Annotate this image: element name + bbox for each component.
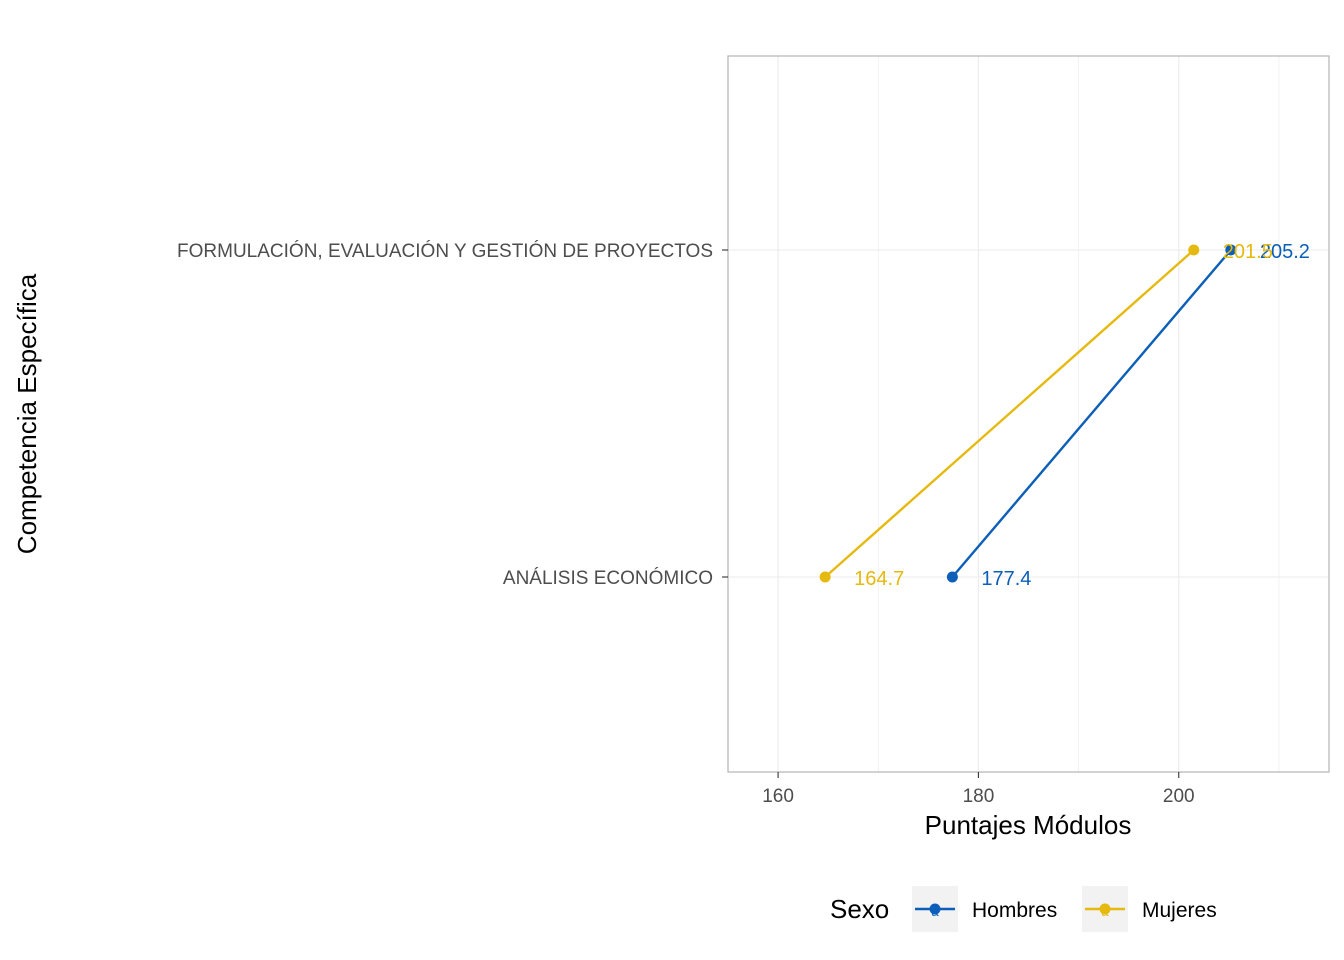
data-label-hombres-1: 205.2 — [1260, 241, 1310, 263]
legend-key-glyph-mujeres: a — [1101, 904, 1109, 919]
data-label-hombres-0: 177.4 — [981, 568, 1031, 590]
legend-key-point-mujeres — [1099, 903, 1111, 915]
x-tick-label-160: 160 — [762, 786, 794, 807]
y-tick-label-1: FORMULACIÓN, EVALUACIÓN Y GESTIÓN DE PRO… — [177, 240, 713, 262]
series-line-hombres — [951, 249, 1232, 578]
data-labels-layer: 177.4 205.2 164.7 201.5 — [854, 241, 1310, 590]
legend: Sexo a Hombres a Mujeres — [830, 886, 1217, 932]
data-label-mujeres-0: 164.7 — [854, 568, 904, 590]
point-mujeres-0 — [819, 571, 831, 583]
plot-panel — [728, 56, 1329, 772]
series-layer — [819, 244, 1237, 583]
point-mujeres-1 — [1188, 244, 1200, 256]
data-label-mujeres-1: 201.5 — [1223, 241, 1273, 263]
legend-key-glyph-hombres: a — [931, 904, 939, 919]
x-tick-label-200: 200 — [1163, 786, 1195, 807]
x-axis: 160 180 200 — [762, 772, 1195, 807]
x-tick-label-180: 180 — [963, 786, 995, 807]
point-hombres-0 — [946, 571, 958, 583]
y-axis: ANÁLISIS ECONÓMICO FORMULACIÓN, EVALUACIÓ… — [177, 240, 728, 589]
y-tick-label-0: ANÁLISIS ECONÓMICO — [503, 567, 713, 589]
legend-title: Sexo — [830, 894, 889, 924]
panel-border — [727, 55, 1330, 773]
series-line-mujeres — [824, 249, 1195, 578]
y-axis-title: Competencia Específica — [12, 273, 42, 554]
x-axis-title: Puntajes Módulos — [925, 810, 1132, 840]
legend-key-point-hombres — [929, 903, 941, 915]
legend-label-mujeres: Mujeres — [1142, 899, 1217, 922]
point-hombres-1 — [1225, 244, 1237, 256]
legend-label-hombres: Hombres — [972, 899, 1057, 922]
